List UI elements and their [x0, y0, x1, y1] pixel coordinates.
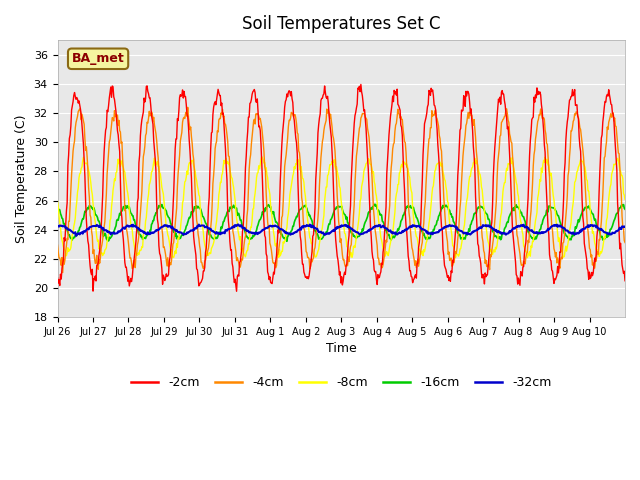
Legend: -2cm, -4cm, -8cm, -16cm, -32cm: -2cm, -4cm, -8cm, -16cm, -32cm — [126, 371, 557, 394]
Text: BA_met: BA_met — [72, 52, 124, 65]
X-axis label: Time: Time — [326, 342, 356, 356]
Y-axis label: Soil Temperature (C): Soil Temperature (C) — [15, 114, 28, 243]
Title: Soil Temperatures Set C: Soil Temperatures Set C — [242, 15, 440, 33]
